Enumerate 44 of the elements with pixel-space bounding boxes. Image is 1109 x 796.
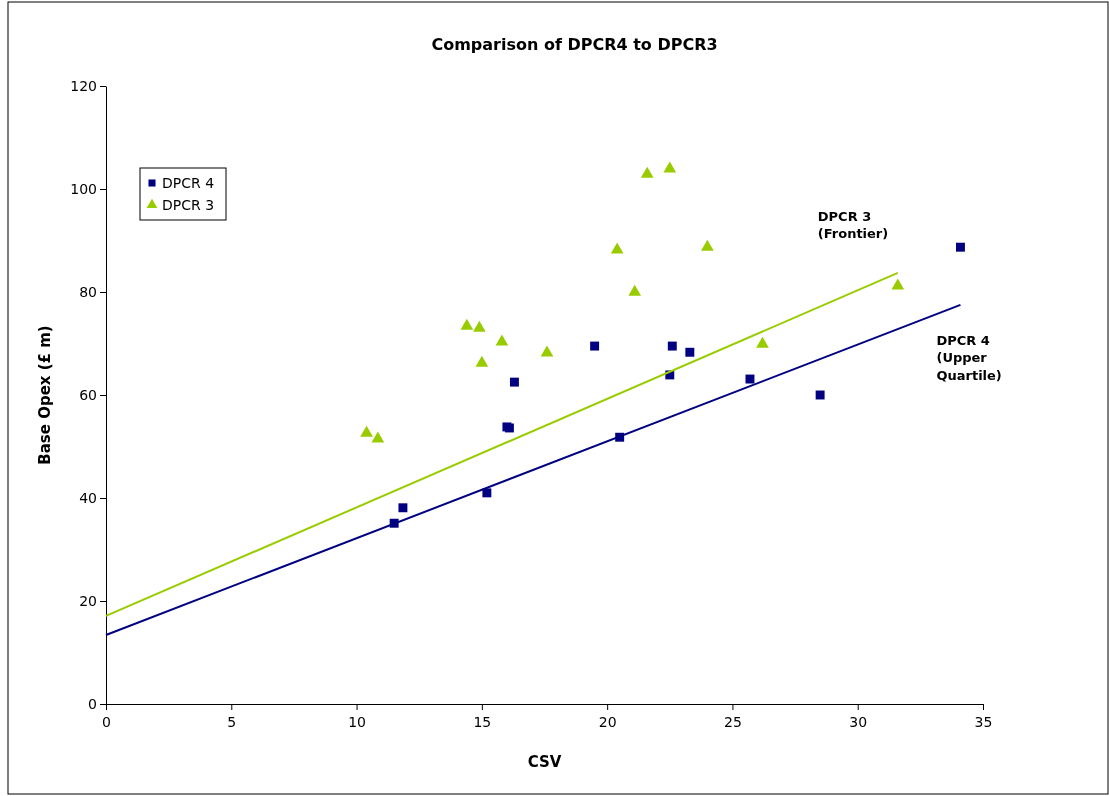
x-axis-title: CSV — [527, 753, 562, 771]
point — [610, 242, 624, 254]
x-tick-label: 5 — [227, 714, 237, 730]
y-tick-label: 20 — [79, 592, 97, 609]
annotation: DPCR 4 (Upper Quartile) — [936, 332, 1002, 383]
x-tick-label: 20 — [598, 714, 617, 730]
point — [540, 345, 554, 357]
x-tick-label: 25 — [724, 714, 742, 730]
y-tick-label: 120 — [70, 77, 97, 94]
point — [955, 242, 965, 252]
legend-label: DPCR 4 — [162, 175, 215, 191]
point — [663, 161, 677, 173]
y-axis-title: Base Opex (£ m) — [36, 325, 54, 465]
point — [371, 431, 385, 443]
annotation: DPCR 3 (Frontier) — [817, 208, 889, 242]
point — [685, 347, 695, 357]
y-tick-label: 0 — [88, 695, 97, 712]
point — [667, 341, 677, 351]
chart-title: Comparison of DPCR4 to DPCR3 — [431, 35, 718, 54]
x-tick-label: 10 — [348, 714, 366, 730]
legend-label: DPCR 3 — [162, 197, 215, 213]
point — [475, 355, 489, 367]
point — [495, 334, 509, 346]
y-tick-label: 100 — [70, 180, 97, 197]
point — [460, 318, 474, 330]
y-tick-label: 60 — [79, 386, 97, 403]
point — [472, 320, 486, 332]
point — [398, 503, 408, 513]
x-tick-label: 15 — [473, 714, 492, 730]
x-tick-label: 35 — [974, 714, 993, 730]
point — [756, 336, 769, 348]
point — [815, 390, 825, 400]
point — [701, 239, 714, 251]
point — [590, 341, 600, 351]
x-tick-label: 30 — [849, 714, 868, 730]
point — [891, 278, 905, 290]
y-tick-label: 40 — [79, 489, 97, 506]
point — [640, 166, 654, 178]
point — [628, 284, 642, 296]
point — [745, 374, 755, 384]
point — [360, 425, 373, 437]
point — [509, 377, 519, 387]
x-tick-label: 0 — [102, 714, 111, 730]
y-tick-label: 80 — [79, 283, 97, 300]
